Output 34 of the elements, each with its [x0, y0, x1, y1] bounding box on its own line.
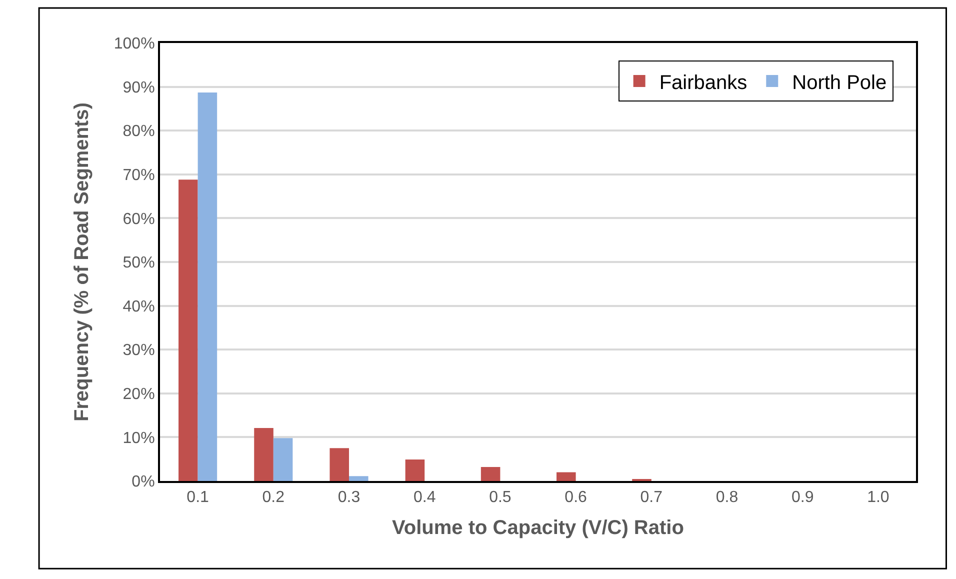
- bar: [273, 438, 293, 481]
- x-tick-label: 0.1: [186, 489, 210, 506]
- y-tick-label: 10%: [122, 430, 155, 447]
- bar: [556, 472, 576, 481]
- x-tick-label: 0.4: [413, 489, 436, 506]
- y-tick-label: 100%: [114, 36, 155, 53]
- bar: [198, 92, 218, 481]
- x-tick-label: 0.3: [338, 489, 360, 506]
- x-tick-label: 0.2: [262, 489, 285, 506]
- x-axis-title: Volume to Capacity (V/C) Ratio: [392, 517, 684, 540]
- bar: [330, 448, 349, 481]
- y-tick-label: 0%: [132, 474, 155, 491]
- y-tick-label: 60%: [122, 210, 155, 228]
- x-tick-label: 0.6: [564, 489, 588, 506]
- y-tick-label: 20%: [122, 386, 155, 403]
- bar: [480, 466, 500, 481]
- x-tick-label: 0.8: [716, 489, 738, 506]
- y-tick-label: 50%: [122, 254, 155, 272]
- y-tick-label: 40%: [122, 298, 155, 316]
- y-tick-label: 70%: [122, 167, 155, 184]
- bar: [254, 428, 274, 481]
- y-tick-label: 80%: [122, 123, 155, 140]
- y-axis-title: Frequency (% of Road Segments): [70, 102, 93, 422]
- legend-label: North Pole: [792, 72, 887, 94]
- bar: [178, 180, 198, 481]
- y-tick-label: 30%: [122, 342, 155, 360]
- bar: [349, 476, 368, 481]
- legend-label: Fairbanks: [659, 72, 748, 94]
- x-tick-label: 0.9: [791, 489, 814, 506]
- x-tick-label: 1.0: [867, 489, 890, 506]
- x-tick-label: 0.7: [640, 489, 663, 506]
- bar: [405, 460, 425, 481]
- x-tick-label: 0.5: [489, 489, 512, 506]
- y-tick-label: 90%: [122, 79, 155, 96]
